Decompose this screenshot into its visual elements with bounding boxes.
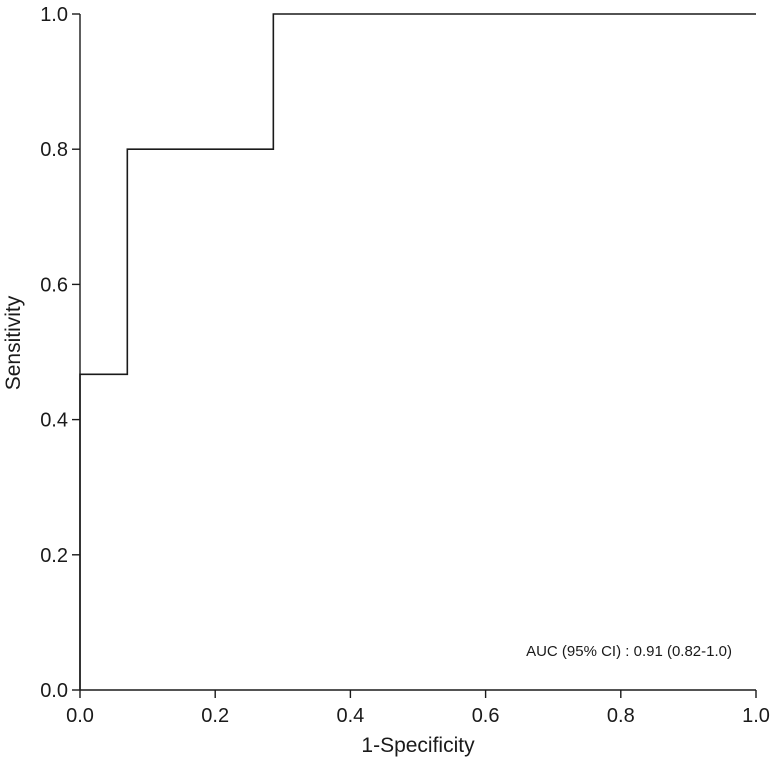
x-tick-label: 0.4 — [336, 705, 364, 727]
x-tick-label: 0.2 — [201, 705, 229, 727]
x-tick-label: 0.8 — [607, 705, 635, 727]
y-tick-label: 0.8 — [40, 139, 68, 161]
y-axis-title: Sensitivity — [2, 295, 25, 390]
y-tick-label: 1.0 — [40, 4, 68, 26]
roc-curve-line — [79, 13, 756, 690]
x-tick-label: 0.6 — [472, 705, 500, 727]
y-tick-label: 0.2 — [40, 545, 68, 567]
x-axis: 0.0 0.2 0.4 0.6 0.8 1.0 — [66, 689, 770, 727]
y-tick-label: 0.6 — [40, 274, 68, 296]
y-tick-label: 0.4 — [40, 410, 68, 432]
series-layer — [79, 13, 756, 690]
auc-annotation: AUC (95% CI) : 0.91 (0.82-1.0) — [526, 643, 732, 660]
x-tick-label: 0.0 — [66, 705, 94, 727]
y-axis: 0.0 0.2 0.4 0.6 0.8 1.0 — [40, 4, 81, 702]
x-tick-label: 1.0 — [742, 705, 770, 727]
y-tick-label: 0.0 — [40, 680, 68, 702]
x-axis-title: 1-Specificity — [361, 734, 475, 757]
